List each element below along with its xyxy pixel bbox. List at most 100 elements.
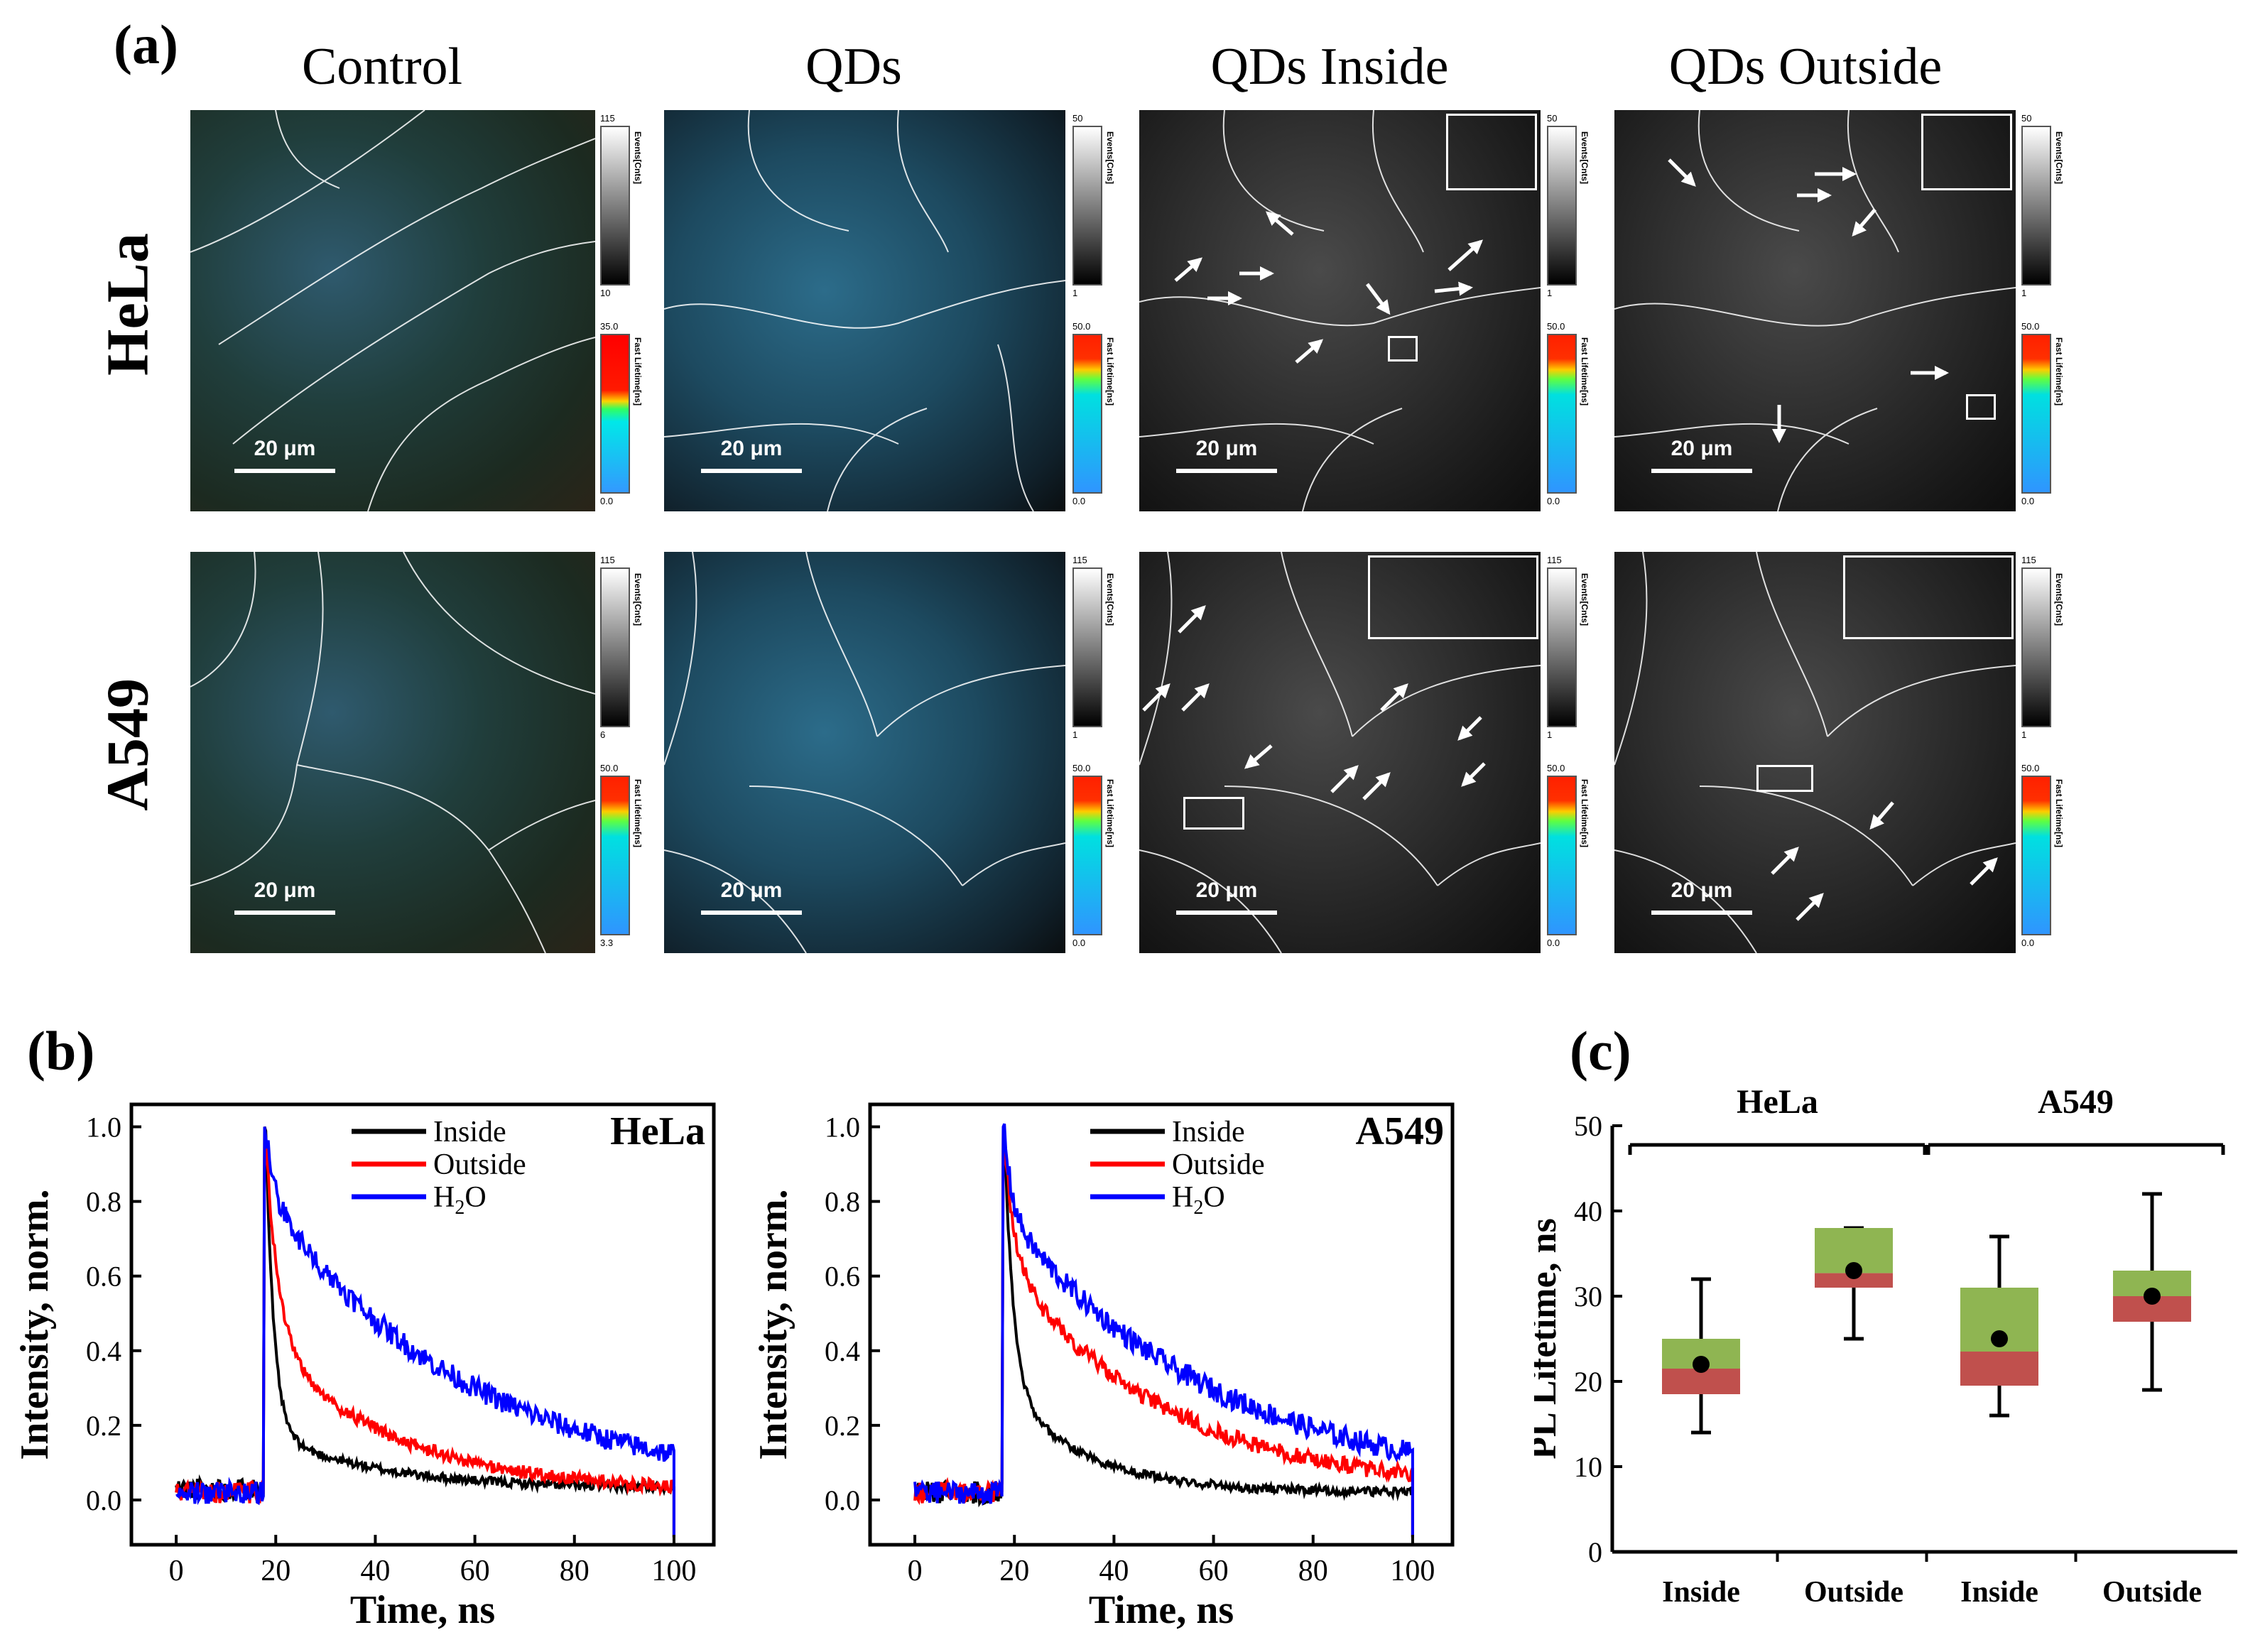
events-colorbar bbox=[600, 567, 630, 727]
scale-bar bbox=[1651, 911, 1752, 915]
lifetime-colorbar bbox=[1072, 776, 1102, 935]
y-tick-label: 0.4 bbox=[825, 1335, 860, 1367]
micrograph-a549-qds-inside: 20 μm bbox=[1139, 552, 1541, 953]
y-tick-label: 50 bbox=[1574, 1110, 1602, 1142]
legend-label: Inside bbox=[1172, 1116, 1245, 1148]
scale-bar-label: 20 μm bbox=[254, 437, 316, 460]
y-tick-label: 0.8 bbox=[86, 1186, 121, 1218]
y-tick-label: 0.6 bbox=[825, 1261, 860, 1293]
plot-frame bbox=[129, 1102, 716, 1547]
decay-chart-a549: 0 20 40 60 80 100 0.0 0.2 0.4 0.6 0.8 1.0 Time, ns In… bbox=[751, 1102, 1455, 1632]
zoom-inset bbox=[1368, 555, 1538, 639]
lifetime-colorbar-max: 50.0 bbox=[1072, 321, 1091, 332]
column-title-qds-inside: QDs Inside bbox=[1210, 38, 1449, 96]
events-colorbar bbox=[1547, 567, 1577, 727]
zoom-region-box bbox=[1388, 336, 1418, 362]
lifetime-colorbar-min: 0.0 bbox=[1072, 496, 1086, 506]
events-colorbar-max: 115 bbox=[600, 555, 615, 565]
scale-bar bbox=[701, 911, 802, 915]
scale-bar bbox=[234, 469, 335, 473]
micrograph-a549-control: 20 μm bbox=[190, 552, 595, 953]
pointer-arrows bbox=[1142, 158, 1998, 921]
chart-title: HeLa bbox=[610, 1109, 705, 1153]
mean-marker bbox=[2144, 1288, 2161, 1305]
lifetime-colorbar bbox=[600, 776, 630, 935]
y-tick-label: 0.2 bbox=[825, 1410, 860, 1442]
chart-title: A549 bbox=[1356, 1109, 1444, 1153]
zoom-inset bbox=[1921, 114, 2012, 190]
mean-marker bbox=[1693, 1356, 1710, 1373]
scale-bar-label: 20 μm bbox=[1195, 437, 1258, 460]
micrograph-a549-qds-outside: 20 μm bbox=[1614, 552, 2016, 953]
lifetime-colorbar-max: 50.0 bbox=[1547, 321, 1565, 332]
y-axis-label: Intensity, norm. bbox=[13, 1189, 57, 1460]
y-tick-label: 30 bbox=[1574, 1281, 1602, 1313]
events-colorbar-min: 1 bbox=[1072, 729, 1078, 740]
x-axis-label: Time, ns bbox=[1089, 1588, 1234, 1632]
y-tick-label: 0.6 bbox=[86, 1261, 121, 1293]
mean-marker bbox=[1991, 1330, 2008, 1347]
lifetime-colorbar-max: 50.0 bbox=[1547, 763, 1565, 773]
lifetime-colorbar bbox=[2021, 334, 2051, 494]
y-axis-label: PL Lifetime, ns bbox=[1534, 1218, 1564, 1459]
events-colorbar-max: 50 bbox=[2021, 113, 2032, 124]
scale-bar bbox=[1176, 469, 1277, 473]
cell-outlines bbox=[664, 552, 1065, 953]
x-tick-label: 20 bbox=[261, 1555, 290, 1587]
category-label: Inside bbox=[1662, 1576, 1740, 1609]
events-colorbar-min: 1 bbox=[1547, 729, 1553, 740]
cell-outlines bbox=[1139, 552, 1541, 953]
lifetime-colorbar-max: 50.0 bbox=[1072, 763, 1091, 773]
lifetime-colorbar bbox=[1072, 334, 1102, 494]
group-label: HeLa bbox=[1737, 1083, 1818, 1121]
scale-bar bbox=[701, 469, 802, 473]
panel-label-a: (a) bbox=[114, 13, 178, 75]
events-colorbar-max: 115 bbox=[1072, 555, 1087, 565]
y-tick-label: 0 bbox=[1588, 1536, 1602, 1568]
lifetime-box-chart: 0 10 20 30 40 50 Inside Outside Inside Outside HeL… bbox=[1534, 1083, 2237, 1609]
lifetime-colorbar-min: 0.0 bbox=[2021, 496, 2035, 506]
legend-label: H2O bbox=[433, 1181, 487, 1219]
scale-bar bbox=[1176, 911, 1277, 915]
legend-label: Outside bbox=[1172, 1148, 1265, 1181]
y-axis-label: Intensity, norm. bbox=[751, 1189, 795, 1460]
panel-label-b: (b) bbox=[27, 1020, 95, 1082]
zoom-inset bbox=[1446, 114, 1537, 190]
series-line-h2o bbox=[913, 1123, 1414, 1538]
zoom-region-box bbox=[1756, 765, 1813, 792]
x-tick-label: 100 bbox=[651, 1555, 696, 1587]
cell-outlines bbox=[1139, 110, 1541, 511]
x-axis-label: Time, ns bbox=[350, 1588, 495, 1632]
y-tick-label: 0.0 bbox=[86, 1484, 121, 1516]
y-tick-label: 0.0 bbox=[825, 1484, 860, 1516]
scale-bar-label: 20 μm bbox=[1195, 879, 1258, 902]
series-line-inside bbox=[913, 1126, 1414, 1538]
arrow-overlay bbox=[1142, 158, 1998, 921]
scale-bar-label: 20 μm bbox=[720, 879, 783, 902]
category-label: Outside bbox=[1804, 1576, 1903, 1609]
events-colorbar bbox=[1072, 567, 1102, 727]
lifetime-colorbar bbox=[1547, 776, 1577, 935]
cell-outlines bbox=[1614, 110, 2016, 511]
micrograph-a549-qds: 20 μm bbox=[664, 552, 1065, 953]
series-line-h2o bbox=[175, 1126, 675, 1538]
events-colorbar-max: 115 bbox=[1547, 555, 1562, 565]
category-label: Outside bbox=[2102, 1576, 2202, 1609]
micrograph-hela-qds: 20 μm bbox=[664, 110, 1065, 511]
events-colorbar-min: 1 bbox=[2021, 288, 2027, 298]
column-title-qds: QDs bbox=[805, 38, 902, 96]
y-tick-label: 20 bbox=[1574, 1366, 1602, 1398]
micrograph-hela-control: 20 μm bbox=[190, 110, 595, 511]
events-colorbar bbox=[2021, 567, 2051, 727]
column-title-qds-outside: QDs Outside bbox=[1668, 38, 1943, 96]
lifetime-colorbar-min: 0.0 bbox=[1547, 938, 1560, 948]
events-colorbar bbox=[1072, 126, 1102, 286]
zoom-region-box bbox=[1183, 797, 1244, 830]
category-label: Inside bbox=[1960, 1576, 2038, 1609]
lifetime-colorbar-max: 50.0 bbox=[2021, 763, 2040, 773]
scale-bar bbox=[234, 911, 335, 915]
group-label: A549 bbox=[2038, 1083, 2114, 1121]
x-tick-label: 60 bbox=[460, 1555, 490, 1587]
cell-outlines bbox=[1614, 552, 2016, 953]
cell-outlines bbox=[190, 110, 595, 511]
